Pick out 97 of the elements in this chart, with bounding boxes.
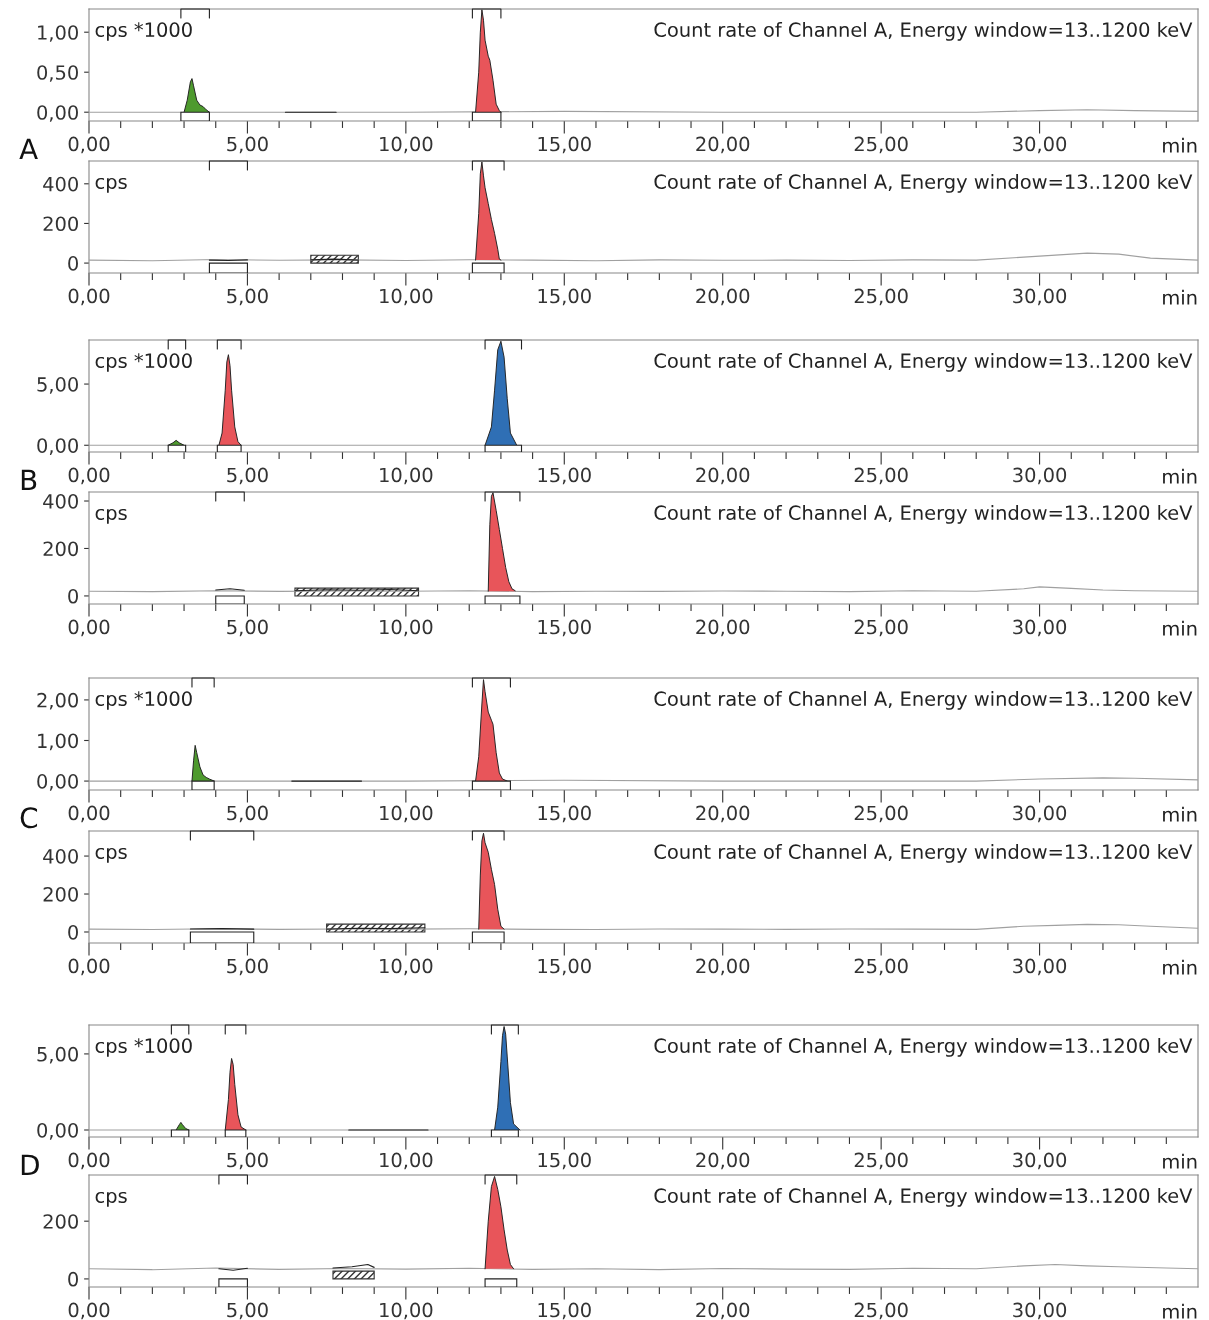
x-tick-label: 25,00 — [854, 1152, 908, 1170]
x-tick-label: 30,00 — [1013, 288, 1067, 306]
text: D — [21, 1154, 39, 1175]
y-axis-title: cps — [95, 847, 127, 863]
y-tick-label: 0,00 — [37, 1122, 78, 1140]
y-tick-label: 5,00 — [37, 1046, 78, 1064]
x-axis-title: min — [1163, 468, 1197, 484]
x-tick-label: 5,00 — [227, 467, 268, 485]
y-axis-title: cps *1000 — [95, 353, 192, 372]
y-tick-label: 0 — [68, 256, 78, 271]
text: Count rate of Channel A, Energy window=13..1200 keV — [654, 1037, 1193, 1057]
y-tick-label: 0 — [68, 924, 78, 940]
x-axis-title: min — [1163, 1153, 1197, 1169]
x-tick-label: 15,00 — [538, 805, 591, 823]
y-tick-label: 0,50 — [37, 65, 78, 82]
y-tick-label: 0 — [68, 1271, 78, 1287]
x-tick-label: 30,00 — [1013, 958, 1067, 976]
x-tick-label: 5,00 — [227, 1152, 268, 1170]
x-tick-label: 15,00 — [538, 1302, 591, 1320]
text: B — [21, 469, 37, 490]
y-tick-label: 200 — [43, 541, 78, 557]
x-axis-title: min — [1163, 806, 1197, 822]
y-axis-title: cps *1000 — [95, 1038, 192, 1057]
x-tick-label: 10,00 — [380, 1152, 433, 1170]
x-tick-label: 10,00 — [380, 467, 433, 485]
x-tick-label: 30,00 — [1013, 805, 1067, 823]
y-tick-label: 0,00 — [37, 774, 78, 791]
x-tick-label: 20,00 — [696, 1302, 750, 1320]
x-tick-label: 30,00 — [1013, 136, 1067, 154]
x-tick-label: 30,00 — [1013, 619, 1067, 637]
x-tick-label: 25,00 — [854, 619, 908, 637]
x-tick-label: 30,00 — [1013, 467, 1067, 485]
text: Count rate of Channel A, Energy window=13..1200 keV — [654, 504, 1193, 524]
x-tick-label: 10,00 — [380, 136, 433, 154]
y-tick-label: 400 — [43, 849, 78, 864]
y-tick-label: 400 — [43, 493, 78, 509]
x-axis-title: min — [1163, 620, 1197, 636]
x-tick-label: 15,00 — [538, 1152, 591, 1170]
x-tick-label: 25,00 — [854, 136, 908, 154]
y-axis-title: cps *1000 — [95, 22, 192, 41]
x-tick-label: 25,00 — [854, 805, 908, 823]
y-tick-label: 0,00 — [37, 105, 78, 122]
x-axis-title: min — [1163, 1303, 1197, 1319]
y-tick-label: 200 — [43, 1214, 78, 1229]
x-tick-label: 20,00 — [696, 958, 750, 976]
y-axis-title: cps — [95, 1191, 127, 1207]
y-tick-label: 400 — [43, 176, 78, 192]
text: Count rate of Channel A, Energy window=13..1200 keV — [654, 1187, 1193, 1207]
x-tick-label: 20,00 — [696, 805, 750, 823]
x-tick-label: 20,00 — [696, 288, 750, 306]
x-tick-label: 10,00 — [380, 1302, 433, 1320]
y-tick-label: 200 — [43, 886, 78, 902]
y-tick-label: 5,00 — [37, 377, 78, 394]
text: C — [20, 807, 38, 829]
y-tick-label: 2,00 — [37, 692, 78, 710]
x-tick-label: 10,00 — [380, 288, 433, 306]
x-tick-label: 5,00 — [227, 958, 268, 976]
x-axis-title: min — [1163, 137, 1197, 153]
y-tick-label: 0,00 — [37, 438, 78, 455]
x-tick-label: 15,00 — [538, 467, 591, 485]
x-tick-label: 25,00 — [854, 958, 908, 976]
x-tick-label: 30,00 — [1013, 1302, 1067, 1320]
x-tick-label: 20,00 — [696, 136, 750, 154]
x-tick-label: 30,00 — [1013, 1152, 1067, 1170]
text: Count rate of Channel A, Energy window=13..1200 keV — [654, 352, 1193, 372]
text: Count rate of Channel A, Energy window=13..1200 keV — [654, 21, 1193, 41]
x-tick-label: 20,00 — [696, 467, 750, 485]
x-tick-label: 5,00 — [227, 1302, 268, 1320]
text: Count rate of Channel A, Energy window=13..1200 keV — [654, 173, 1193, 193]
x-tick-label: 25,00 — [854, 288, 908, 306]
x-tick-label: 5,00 — [227, 619, 268, 637]
y-tick-label: 1,00 — [38, 733, 78, 751]
x-tick-label: 10,00 — [380, 958, 433, 976]
x-tick-label: 15,00 — [538, 288, 591, 306]
y-tick-label: 1,00 — [38, 25, 78, 42]
x-tick-label: 15,00 — [538, 136, 591, 154]
x-tick-label: 10,00 — [380, 805, 433, 823]
x-tick-label: 10,00 — [380, 619, 433, 637]
x-tick-label: 5,00 — [227, 805, 268, 823]
x-axis-title: min — [1163, 289, 1197, 305]
y-tick-label: 0 — [68, 588, 78, 604]
x-tick-label: 20,00 — [696, 619, 750, 637]
y-tick-label: 200 — [43, 216, 78, 232]
x-axis-title: min — [1163, 959, 1197, 975]
x-tick-label: 15,00 — [538, 619, 591, 637]
x-tick-label: 5,00 — [227, 136, 268, 154]
x-tick-label: 5,00 — [227, 288, 268, 306]
y-axis-title: cps — [95, 508, 127, 524]
text: A — [19, 138, 38, 159]
x-tick-label: 15,00 — [538, 958, 591, 976]
text: Count rate of Channel A, Energy window=13..1200 keV — [654, 690, 1193, 710]
x-tick-label: 25,00 — [854, 1302, 908, 1320]
text: Count rate of Channel A, Energy window=13..1200 keV — [654, 843, 1193, 863]
y-axis-title: cps — [95, 177, 127, 193]
x-tick-label: 25,00 — [854, 467, 908, 485]
y-axis-title: cps *1000 — [95, 691, 192, 710]
x-tick-label: 20,00 — [696, 1152, 750, 1170]
